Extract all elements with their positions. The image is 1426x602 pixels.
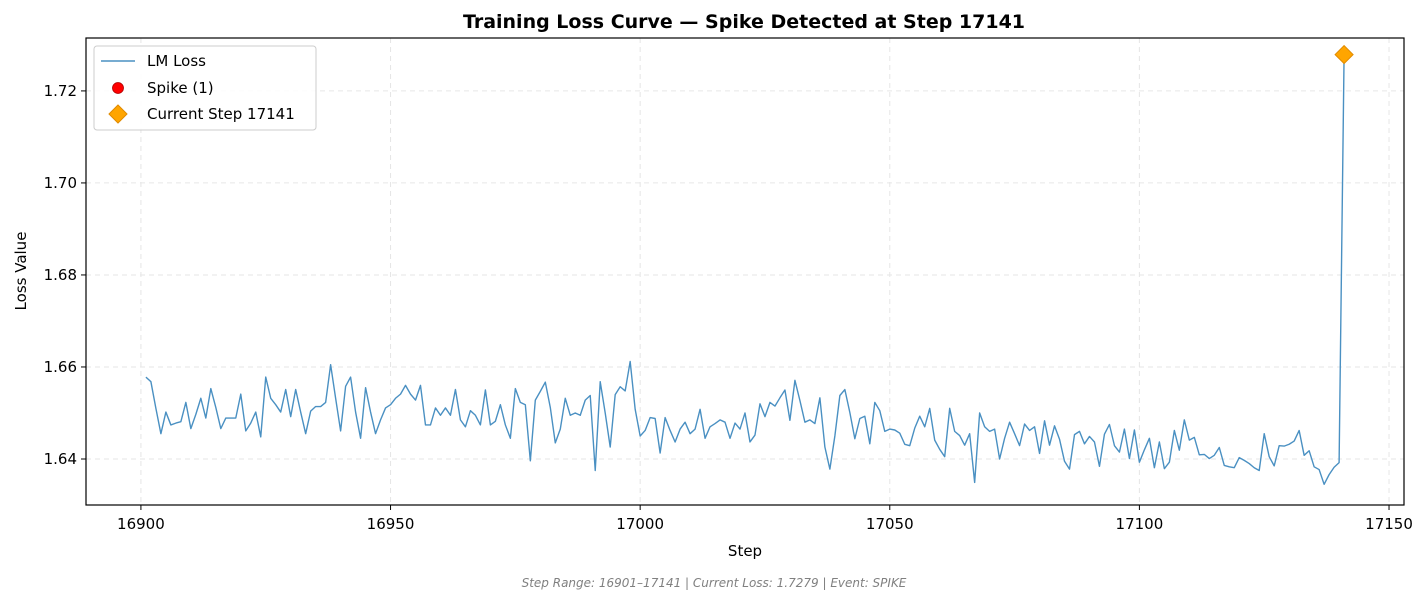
legend-label-current-step: Current Step 17141 bbox=[147, 105, 295, 123]
y-axis-label: Loss Value bbox=[12, 232, 30, 311]
legend-diamond-icon bbox=[108, 104, 128, 124]
y-tick-label: 1.64 bbox=[44, 450, 77, 468]
series-line-lm-loss bbox=[145, 54, 1345, 485]
plot-area bbox=[145, 54, 1345, 485]
markers bbox=[1334, 44, 1354, 65]
x-tick-label: 16950 bbox=[367, 515, 415, 533]
y-tick-label: 1.72 bbox=[44, 82, 77, 100]
chart-title: Training Loss Curve — Spike Detected at … bbox=[463, 11, 1025, 33]
y-tick-label: 1.70 bbox=[44, 174, 77, 192]
x-tick-label: 17150 bbox=[1365, 515, 1413, 533]
footer-caption: Step Range: 16901–17141 | Current Loss: … bbox=[522, 576, 907, 590]
x-tick-label: 16900 bbox=[117, 515, 165, 533]
y-tick-label: 1.68 bbox=[44, 266, 77, 284]
x-axis: 16900 16950 17000 17050 17100 17150 bbox=[117, 505, 1413, 533]
x-axis-label: Step bbox=[728, 542, 762, 560]
legend-label-spike: Spike (1) bbox=[147, 79, 214, 97]
current-step-marker bbox=[1334, 44, 1354, 65]
legend-label-lm-loss: LM Loss bbox=[147, 52, 206, 70]
x-tick-label: 17050 bbox=[866, 515, 914, 533]
plot-frame bbox=[85, 37, 1405, 506]
legend-box bbox=[93, 45, 317, 131]
y-axis: 1.64 1.66 1.68 1.70 1.72 bbox=[44, 82, 86, 468]
x-tick-label: 17100 bbox=[1116, 515, 1164, 533]
legend: LM Loss Spike (1) Current Step 17141 bbox=[93, 45, 317, 131]
x-tick-label: 17000 bbox=[616, 515, 664, 533]
legend-dot-icon bbox=[112, 82, 124, 94]
y-tick-label: 1.66 bbox=[44, 358, 77, 376]
